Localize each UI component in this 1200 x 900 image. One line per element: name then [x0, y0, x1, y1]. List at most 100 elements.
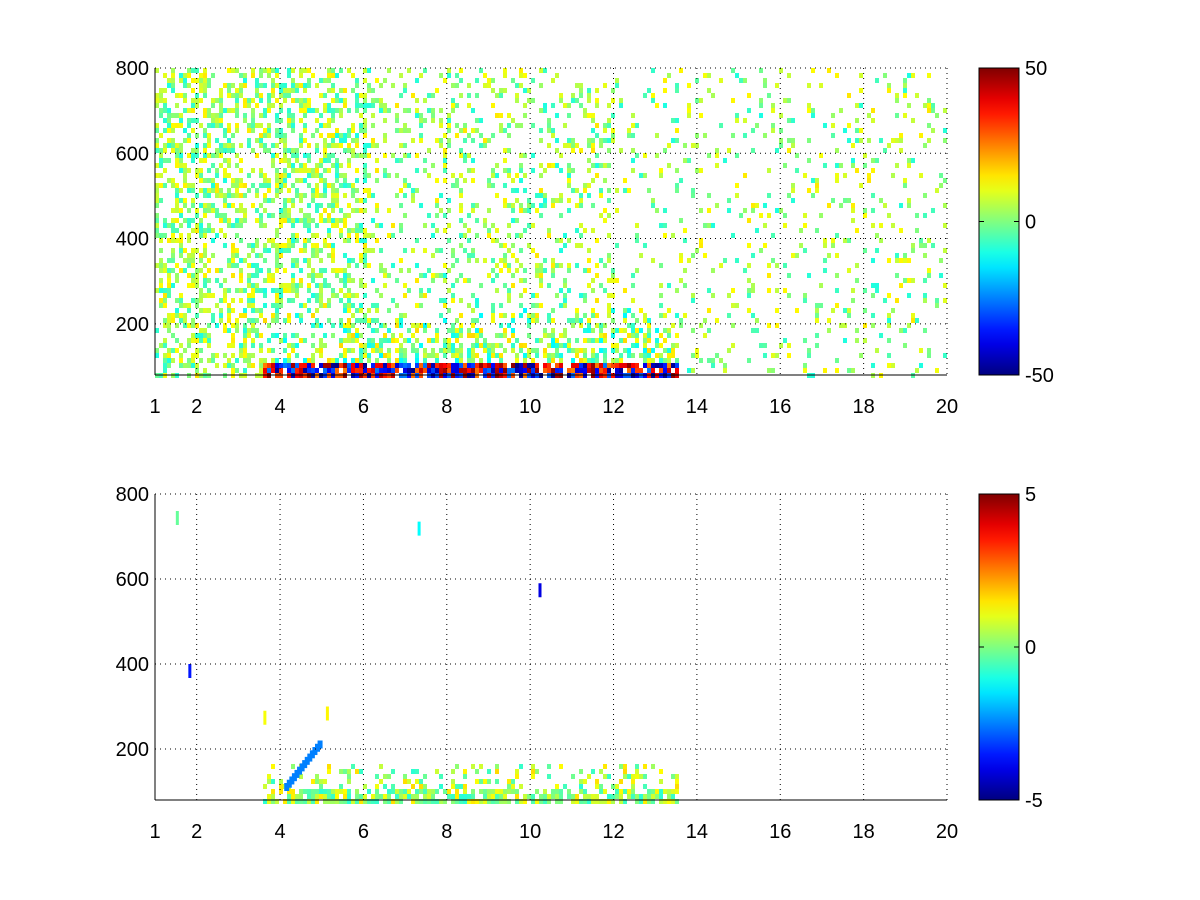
heatmap-cell: [347, 368, 351, 373]
isolated-cell: [263, 710, 267, 725]
heatmap-cell: [223, 133, 227, 138]
heatmap-cell: [311, 353, 315, 358]
heatmap-cell: [299, 103, 303, 108]
heatmap-cell: [219, 213, 223, 218]
heatmap-cell: [243, 213, 247, 218]
heatmap-cell: [159, 263, 163, 268]
heatmap-cell: [639, 308, 643, 313]
heatmap-cell: [291, 218, 295, 223]
heatmap-cell: [687, 368, 691, 373]
heatmap-cell: [503, 168, 507, 173]
heatmap-cell: [315, 323, 319, 328]
heatmap-cell: [371, 348, 375, 353]
heatmap-cell: [227, 128, 231, 133]
heatmap-cell: [351, 208, 355, 213]
heatmap-cell: [379, 83, 383, 88]
heatmap-cell: [247, 278, 251, 283]
heatmap-cell: [215, 278, 219, 283]
heatmap-cell: [591, 288, 595, 293]
heatmap-cell: [363, 98, 367, 103]
heatmap-cell: [591, 338, 595, 343]
heatmap-cell: [563, 298, 567, 303]
heatmap-cell: [415, 799, 419, 804]
heatmap-cell: [611, 278, 615, 283]
x-tick-label: 18: [853, 821, 875, 843]
heatmap-cell: [567, 343, 571, 348]
heatmap-cell: [263, 278, 267, 283]
heatmap-cell: [751, 128, 755, 133]
heatmap-cell: [639, 799, 643, 804]
heatmap-cell: [523, 353, 527, 358]
heatmap-cell: [191, 148, 195, 153]
heatmap-cell: [351, 88, 355, 93]
heatmap-cell: [619, 98, 623, 103]
heatmap-cell: [387, 363, 391, 368]
heatmap-cell: [651, 358, 655, 363]
heatmap-cell: [587, 338, 591, 343]
heatmap-cell: [167, 273, 171, 278]
heatmap-cell: [567, 268, 571, 273]
heatmap-cell: [459, 794, 463, 799]
heatmap-cell: [655, 343, 659, 348]
heatmap-cell: [807, 83, 811, 88]
heatmap-cell: [343, 98, 347, 103]
heatmap-cell: [415, 113, 419, 118]
heatmap-cell: [395, 799, 399, 804]
heatmap-cell: [539, 268, 543, 273]
heatmap-cell: [919, 133, 923, 138]
heatmap-cell: [319, 343, 323, 348]
heatmap-cell: [259, 213, 263, 218]
heatmap-cell: [607, 213, 611, 218]
heatmap-cell: [447, 308, 451, 313]
heatmap-cell: [331, 363, 335, 368]
heatmap-cell: [803, 223, 807, 228]
heatmap-cell: [759, 213, 763, 218]
heatmap-cell: [295, 98, 299, 103]
heatmap-cell: [299, 163, 303, 168]
heatmap-cell: [295, 363, 299, 368]
heatmap-cell: [347, 68, 351, 73]
heatmap-cell: [391, 83, 395, 88]
heatmap-cell: [247, 298, 251, 303]
heatmap-cell: [499, 123, 503, 128]
heatmap-cell: [263, 143, 267, 148]
heatmap-cell: [791, 253, 795, 258]
heatmap-cell: [215, 168, 219, 173]
heatmap-cell: [675, 789, 679, 794]
heatmap-cell: [355, 188, 359, 193]
heatmap-cell: [455, 183, 459, 188]
heatmap-cell: [523, 268, 527, 273]
heatmap-cell: [487, 233, 491, 238]
heatmap-cell: [203, 188, 207, 193]
heatmap-cell: [743, 208, 747, 213]
heatmap-cell: [215, 188, 219, 193]
heatmap-cell: [183, 138, 187, 143]
heatmap-cell: [471, 178, 475, 183]
heatmap-cell: [615, 368, 619, 373]
heatmap-cell: [283, 363, 287, 368]
heatmap-cell: [315, 163, 319, 168]
heatmap-cell: [655, 208, 659, 213]
heatmap-cell: [451, 353, 455, 358]
heatmap-cell: [367, 308, 371, 313]
heatmap-cell: [371, 278, 375, 283]
heatmap-cell: [383, 168, 387, 173]
heatmap-cell: [599, 138, 603, 143]
heatmap-cell: [443, 148, 447, 153]
heatmap-cell: [623, 188, 627, 193]
heatmap-cell: [515, 794, 519, 799]
heatmap-cell: [579, 243, 583, 248]
heatmap-cell: [255, 153, 259, 158]
heatmap-cell: [191, 338, 195, 343]
heatmap-cell: [795, 308, 799, 313]
heatmap-cell: [507, 168, 511, 173]
heatmap-cell: [935, 303, 939, 308]
heatmap-cell: [651, 764, 655, 769]
heatmap-cell: [787, 98, 791, 103]
heatmap-cell: [351, 73, 355, 78]
heatmap-cell: [267, 273, 271, 278]
heatmap-cell: [167, 318, 171, 323]
heatmap-cell: [455, 784, 459, 789]
heatmap-cell: [359, 368, 363, 373]
heatmap-cell: [231, 273, 235, 278]
